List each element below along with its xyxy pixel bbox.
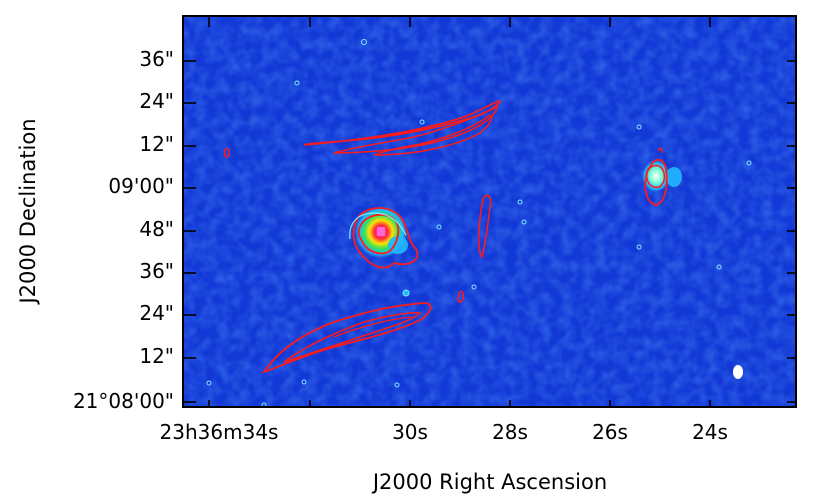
central-source-contour-inner xyxy=(357,213,400,255)
upper-lobe xyxy=(303,100,502,156)
y-tick-label: 24" xyxy=(139,89,174,113)
y-tick-label: 09'00" xyxy=(108,174,174,198)
small-features xyxy=(206,39,752,406)
image-panel xyxy=(182,15,797,408)
x-tick-label: 23h36m34s xyxy=(159,420,279,444)
y-tick-label: 12" xyxy=(139,132,174,156)
y-tick-label: 21°08'00" xyxy=(72,389,174,413)
y-tick-label: 36" xyxy=(139,47,174,71)
beam-ellipse xyxy=(733,365,743,379)
y-tick-label: 12" xyxy=(139,344,174,368)
map-noise xyxy=(184,17,795,406)
radio-map-image xyxy=(184,17,795,406)
x-tick-label: 28s xyxy=(492,420,528,444)
x-axis-title: J2000 Right Ascension xyxy=(372,470,608,494)
x-tick-label: 26s xyxy=(592,420,628,444)
y-axis-title: J2000 Declination xyxy=(16,118,40,304)
central-source xyxy=(349,206,419,269)
right-source xyxy=(642,147,682,206)
lower-lobe xyxy=(261,302,432,374)
y-tick-label: 36" xyxy=(139,259,174,283)
y-tick-label: 24" xyxy=(139,301,174,325)
x-tick-label: 24s xyxy=(692,420,728,444)
x-tick-label: 30s xyxy=(392,420,428,444)
vertical-jet xyxy=(457,194,492,303)
y-tick-label: 48" xyxy=(139,217,174,241)
tick-marks xyxy=(184,17,795,406)
central-source-contour-outer xyxy=(352,207,419,269)
